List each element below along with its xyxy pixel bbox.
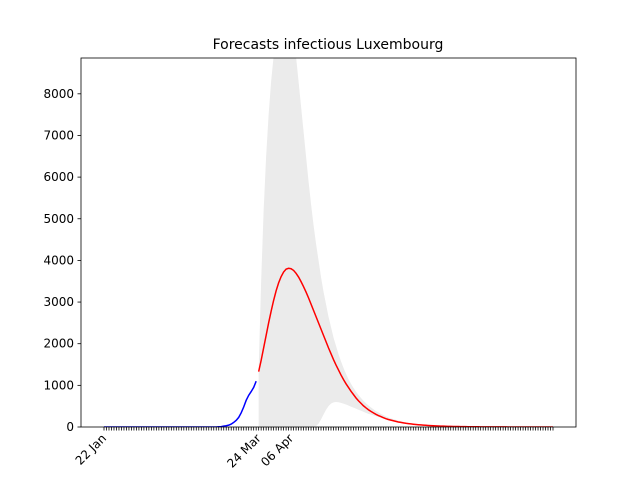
y-tick-label: 8000 (43, 87, 74, 101)
y-tick-label: 0 (66, 420, 74, 434)
y-tick-label: 2000 (43, 337, 74, 351)
x-tick-label: 22 Jan (73, 431, 109, 467)
y-tick-label: 4000 (43, 253, 74, 267)
y-tick-label: 7000 (43, 128, 74, 142)
chart-title: Forecasts infectious Luxembourg (213, 37, 444, 53)
x-tick-label: 24 Mar (224, 431, 263, 470)
series-line (104, 380, 257, 427)
y-tick-label: 6000 (43, 170, 74, 184)
y-tick-label: 5000 (43, 212, 74, 226)
confidence-band (258, 58, 553, 427)
y-tick-label: 1000 (43, 378, 74, 392)
x-tick-label: 06 Apr (258, 431, 296, 469)
y-tick-label: 3000 (43, 295, 74, 309)
